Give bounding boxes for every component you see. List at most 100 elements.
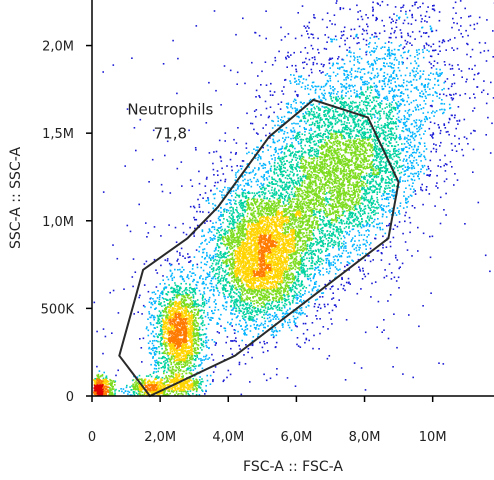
- event-dot: [367, 63, 370, 65]
- event-dot: [262, 176, 264, 179]
- event-dot: [285, 312, 287, 315]
- event-dot: [359, 112, 362, 115]
- event-dot: [365, 43, 368, 46]
- event-dot: [429, 134, 432, 136]
- event-dot: [266, 144, 269, 147]
- event-dot: [380, 47, 382, 50]
- event-dot: [192, 365, 194, 367]
- event-dot: [230, 347, 232, 350]
- event-dot: [340, 91, 343, 93]
- event-dot: [355, 223, 357, 226]
- event-dot: [395, 256, 397, 259]
- event-dot: [258, 194, 261, 197]
- event-dot: [376, 68, 378, 70]
- event-dot: [363, 83, 366, 86]
- event-dot: [366, 199, 369, 202]
- event-dot: [223, 208, 225, 211]
- event-dot: [335, 2, 338, 4]
- event-dot: [170, 291, 173, 293]
- event-dot: [314, 85, 316, 88]
- event-dot: [222, 213, 224, 216]
- event-dot: [299, 138, 302, 141]
- event-dot: [319, 108, 322, 110]
- event-dot: [242, 317, 244, 319]
- event-dot: [471, 68, 473, 70]
- event-dot: [270, 334, 273, 336]
- event-dot: [241, 339, 243, 342]
- event-dot: [460, 70, 463, 72]
- event-dot: [377, 201, 379, 204]
- event-dot: [308, 301, 310, 303]
- event-dot: [305, 78, 308, 81]
- event-dot: [230, 322, 232, 324]
- event-dot: [347, 282, 350, 284]
- event-dot: [166, 276, 168, 278]
- event-dot: [138, 296, 140, 299]
- event-dot: [405, 128, 407, 131]
- event-dot: [381, 228, 384, 231]
- event-dot: [375, 16, 378, 19]
- event-dot: [447, 40, 450, 42]
- event-dot: [323, 89, 326, 92]
- event-dot: [375, 105, 377, 108]
- event-dot: [218, 268, 221, 270]
- event-dot: [397, 169, 399, 172]
- event-dot: [327, 272, 330, 275]
- event-dot: [231, 299, 234, 302]
- event-dot: [212, 193, 215, 196]
- event-dot: [231, 219, 234, 221]
- event-dot: [114, 390, 116, 392]
- event-dot: [327, 303, 329, 306]
- event-dot: [331, 116, 334, 118]
- event-dot: [244, 82, 246, 85]
- event-dot: [274, 167, 276, 170]
- event-dot: [212, 222, 214, 224]
- event-dot: [237, 169, 240, 172]
- event-dot: [235, 337, 237, 339]
- event-dot: [302, 322, 305, 325]
- event-dot: [474, 96, 476, 99]
- event-dot: [281, 116, 283, 119]
- event-dot: [237, 188, 239, 190]
- event-dot: [289, 155, 292, 157]
- event-dot: [162, 275, 164, 277]
- event-dot: [368, 218, 370, 221]
- event-dot: [153, 315, 155, 317]
- event-dot: [332, 111, 335, 113]
- event-dot: [323, 125, 326, 127]
- event-dot: [473, 23, 476, 26]
- event-dot: [332, 285, 334, 287]
- event-dot: [207, 300, 210, 303]
- event-dot: [398, 137, 400, 139]
- event-dot: [202, 294, 204, 296]
- event-dot: [229, 206, 231, 209]
- event-dot: [354, 110, 356, 113]
- event-dot: [345, 79, 347, 81]
- event-dot: [415, 152, 417, 154]
- event-dot: [385, 165, 387, 168]
- event-dot: [367, 255, 369, 257]
- event-dot: [356, 90, 358, 93]
- event-dot: [137, 311, 139, 313]
- event-dot: [382, 194, 385, 197]
- event-dot: [297, 115, 300, 118]
- event-dot: [431, 135, 433, 138]
- event-dot: [435, 29, 438, 32]
- event-dot: [158, 303, 160, 305]
- event-dot: [277, 120, 279, 122]
- event-dot: [383, 75, 385, 77]
- event-dot: [441, 99, 443, 101]
- event-dot: [301, 280, 303, 283]
- event-dot: [222, 278, 225, 281]
- event-dot: [418, 52, 421, 55]
- event-dot: [451, 26, 453, 29]
- event-dot: [417, 7, 419, 9]
- event-dot: [203, 248, 206, 250]
- event-dot: [201, 367, 204, 370]
- event-dot: [165, 293, 168, 295]
- event-dot: [202, 306, 205, 308]
- event-dot: [192, 232, 195, 235]
- event-dot: [213, 312, 215, 315]
- event-dot: [228, 215, 231, 218]
- event-dot: [286, 55, 289, 57]
